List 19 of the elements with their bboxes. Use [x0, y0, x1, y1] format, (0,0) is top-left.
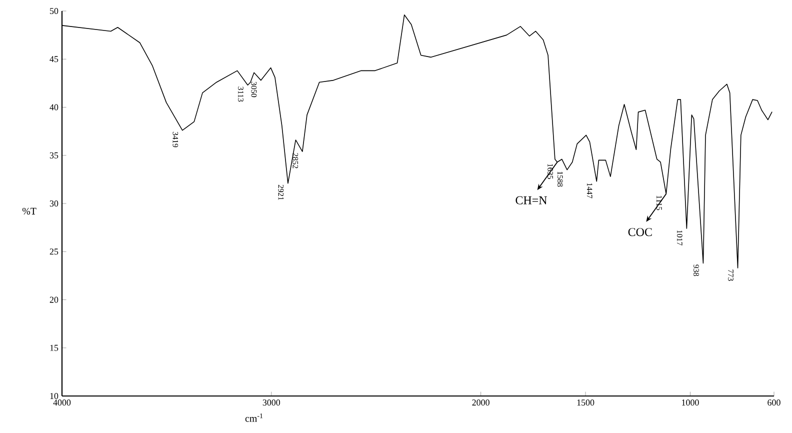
- x-tick-label: 2000: [472, 400, 490, 406]
- annotation: CH=N: [516, 196, 547, 204]
- y-tick-label: 35: [50, 152, 58, 158]
- y-tick-label: 10: [50, 392, 58, 400]
- y-tick-label: 30: [50, 200, 58, 207]
- y-tick-label: 20: [50, 296, 58, 303]
- y-tick-label: 45: [50, 56, 58, 62]
- y-tick-label: 15: [50, 344, 58, 351]
- x-tick-label: 4000: [53, 400, 71, 406]
- y-axis-title: %T: [22, 208, 36, 215]
- x-tick-label: 1500: [577, 400, 594, 406]
- y-tick-label: 40: [50, 104, 58, 110]
- x-tick-label: 3000: [262, 400, 280, 406]
- x-tick-label: 600: [768, 400, 780, 406]
- x-tick-label: 1000: [682, 400, 699, 406]
- y-tick-label: 50: [50, 8, 58, 14]
- x-axis-title: cm$^{-1}$: [245, 414, 263, 422]
- annotation: COC: [628, 228, 652, 236]
- y-tick-label: 25: [50, 248, 58, 255]
